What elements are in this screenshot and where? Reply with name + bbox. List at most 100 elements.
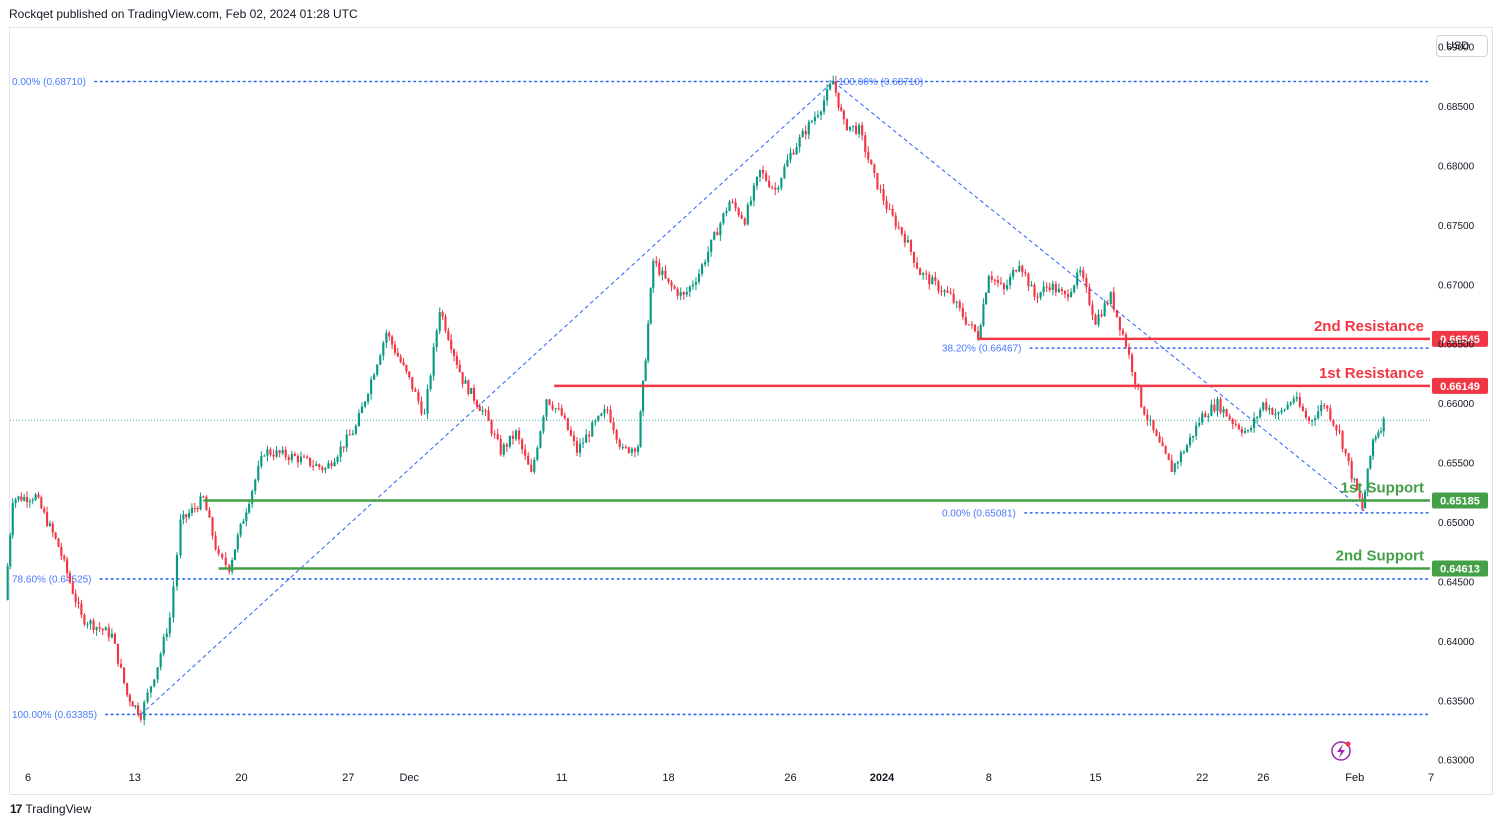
level-price-tag[interactable] [1432, 377, 1488, 394]
candle-body [119, 663, 123, 668]
candle-body [1188, 437, 1192, 446]
candle-body [281, 449, 284, 454]
candle-body [385, 332, 388, 343]
candle-body [1161, 442, 1164, 447]
price-tick-label: 0.65500 [1438, 459, 1475, 470]
candle-body [14, 499, 17, 504]
tradingview-logo[interactable]: 17 TradingView [10, 802, 91, 816]
candle-body [655, 260, 658, 263]
candle-body [1369, 456, 1372, 469]
price-axis[interactable]: 0.69000 0.68500 0.68000 0.67500 0.67000 0.665… [1438, 43, 1475, 767]
candle-body [1262, 402, 1265, 410]
candle-body [1033, 284, 1036, 297]
candle-body [63, 556, 66, 560]
candle-body [931, 277, 934, 285]
candle-body [248, 503, 251, 513]
candle-body [642, 380, 645, 412]
level-price-tag[interactable] [1432, 560, 1488, 577]
candle-body [1207, 415, 1210, 418]
candle-body [348, 434, 351, 436]
candle-body [664, 270, 667, 279]
candle-body [743, 218, 746, 225]
candle-body [429, 375, 432, 390]
level-label: 2nd Resistance [1314, 318, 1424, 335]
candle-body [1173, 463, 1176, 472]
candle-body [694, 281, 698, 285]
candle-body [1332, 419, 1335, 426]
candle-body [251, 490, 254, 504]
currency-button[interactable]: USD [1436, 35, 1488, 57]
level-price-tag[interactable] [1432, 330, 1488, 347]
candle-body [408, 371, 411, 378]
candle-body [1213, 404, 1216, 412]
candle-body [624, 446, 627, 448]
candle-body [391, 336, 394, 345]
candle-body [299, 456, 303, 463]
time-axis[interactable]: 6 13 20 27 Dec 11 18 26 2024 8 15 22 26 Feb 7 [25, 772, 1434, 784]
candle-body [134, 705, 137, 707]
candle-body [146, 692, 149, 703]
fib-level-label: 100.00% (0.68710) [838, 77, 923, 88]
candle-body [376, 364, 379, 375]
candle-body [1225, 409, 1228, 417]
candle-body [1326, 406, 1329, 409]
candle-body [894, 215, 897, 227]
candle-body [1124, 334, 1128, 347]
candle-body [1121, 330, 1125, 335]
candle-body [1338, 430, 1341, 432]
candle-body [1152, 419, 1155, 431]
candle-body [829, 84, 832, 90]
candle-body [1243, 430, 1247, 433]
candle-body [851, 125, 855, 127]
candle-body [958, 301, 961, 309]
candle-body [1237, 424, 1240, 430]
candle-body [585, 434, 588, 443]
candle-body [517, 430, 521, 440]
candle-body [977, 331, 980, 340]
candle-body [1219, 399, 1222, 413]
level-price-tag[interactable] [1432, 492, 1488, 509]
candle-body [1335, 425, 1338, 431]
fib-trendline [140, 81, 834, 715]
candle-body [168, 617, 171, 634]
candle-body [1234, 423, 1237, 425]
candle-body [1082, 270, 1085, 278]
bolt-icon[interactable] [1331, 741, 1351, 761]
candle-body [188, 513, 191, 518]
candle-body [1240, 429, 1243, 433]
candle-body [426, 389, 429, 414]
candle-body [572, 435, 576, 441]
candle-body [906, 239, 909, 243]
candle-body [789, 152, 792, 160]
candle-body [621, 446, 624, 448]
candle-body [822, 100, 826, 112]
candle-body [312, 465, 315, 467]
candle-body [354, 426, 357, 434]
candle-body [1231, 419, 1234, 424]
candle-body [420, 401, 423, 414]
candle-body [1054, 283, 1057, 293]
candle-body [269, 449, 272, 455]
candle-body [676, 288, 679, 296]
candle-body [1158, 435, 1161, 443]
candle-body [423, 413, 426, 415]
candle-body [710, 239, 713, 252]
candle-body [266, 449, 269, 456]
candle-body [566, 418, 569, 430]
candle-body [758, 169, 762, 177]
candle-body [855, 125, 858, 134]
candle-body [438, 312, 441, 331]
candle-body [278, 450, 281, 454]
candle-body [1355, 478, 1359, 491]
candle-body [296, 455, 299, 463]
candle-body [452, 349, 456, 356]
candle-body [1347, 453, 1350, 462]
time-tick-label: 26 [784, 772, 796, 784]
candle-body [524, 449, 527, 456]
candle-body [315, 464, 318, 466]
candle-body [1377, 432, 1380, 438]
candle-body [1057, 288, 1060, 293]
candle-body [569, 429, 572, 436]
candle-body [946, 290, 949, 293]
